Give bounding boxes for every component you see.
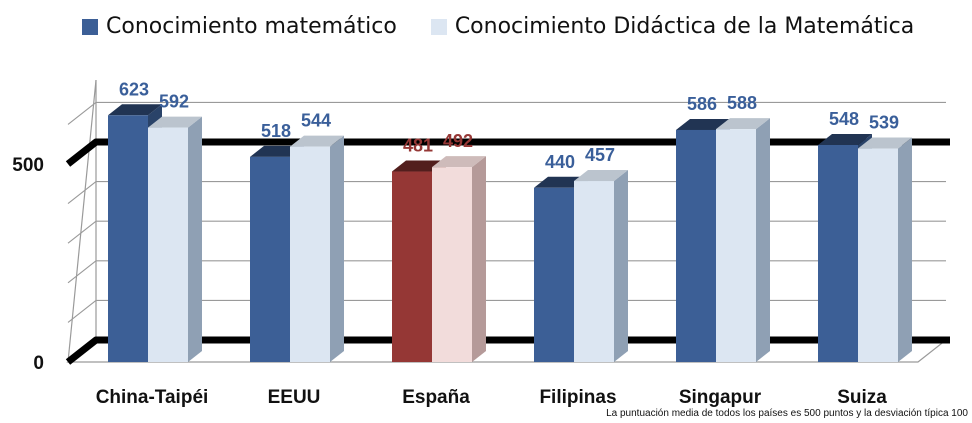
x-tick-label: España bbox=[402, 387, 470, 408]
legend-swatch-series-1 bbox=[82, 18, 98, 35]
bar bbox=[148, 127, 188, 363]
data-label: 548 bbox=[829, 109, 859, 129]
axis-reference-line bbox=[65, 336, 950, 365]
bar bbox=[574, 181, 614, 362]
data-label: 588 bbox=[727, 93, 757, 113]
bar-top bbox=[290, 135, 344, 147]
bar-side bbox=[472, 156, 486, 362]
bar bbox=[716, 129, 756, 362]
bar bbox=[858, 148, 898, 362]
y-tick-label: 0 bbox=[33, 353, 44, 374]
legend-item-series-1: Conocimiento matemático bbox=[82, 14, 397, 39]
chart-legend: Conocimiento matemático Conocimiento Did… bbox=[82, 14, 948, 39]
bar bbox=[534, 187, 574, 362]
bar bbox=[290, 146, 330, 362]
bar-top bbox=[432, 156, 486, 168]
legend-label-series-2: Conocimiento Didáctica de la Matemática bbox=[454, 14, 915, 39]
data-label: 586 bbox=[687, 94, 717, 114]
x-tick-label: China-Taipéi bbox=[96, 387, 209, 408]
data-label: 592 bbox=[159, 92, 189, 112]
bar-top bbox=[108, 104, 162, 116]
x-tick-label: Singapur bbox=[679, 387, 762, 408]
axis-reference-line bbox=[65, 138, 950, 167]
legend-label-series-1: Conocimiento matemático bbox=[106, 14, 397, 39]
bar bbox=[392, 171, 432, 362]
data-label: 623 bbox=[119, 79, 149, 99]
chart-footnote: La puntuación media de todos los países … bbox=[606, 408, 968, 419]
gridline bbox=[67, 299, 946, 323]
y-tick-label: 500 bbox=[12, 155, 44, 176]
data-label: 481 bbox=[403, 136, 433, 156]
bar-top bbox=[716, 118, 770, 130]
legend-item-series-2: Conocimiento Didáctica de la Matemática bbox=[430, 14, 915, 39]
x-tick-label: EEUU bbox=[268, 387, 321, 408]
bar-top bbox=[676, 118, 730, 130]
data-label: 492 bbox=[443, 131, 473, 151]
bar-side bbox=[614, 170, 628, 362]
legend-swatch-series-2 bbox=[430, 18, 447, 35]
bar bbox=[250, 156, 290, 362]
data-label: 539 bbox=[869, 113, 899, 133]
bar-top bbox=[148, 116, 202, 128]
bar-side bbox=[330, 135, 344, 362]
x-tick-label: Suiza bbox=[837, 387, 887, 408]
gridline bbox=[67, 181, 946, 205]
data-label: 544 bbox=[301, 111, 331, 131]
bar-top bbox=[818, 133, 872, 145]
x-tick-label: Filipinas bbox=[539, 387, 616, 408]
chart-side-wall-edge bbox=[67, 79, 97, 363]
bar bbox=[432, 167, 472, 362]
bar-side bbox=[756, 118, 770, 362]
bar bbox=[676, 129, 716, 362]
bar-top bbox=[574, 170, 628, 182]
bar bbox=[108, 115, 148, 363]
gridline bbox=[67, 260, 946, 284]
bar-side bbox=[898, 137, 912, 362]
data-label: 457 bbox=[585, 145, 615, 165]
bar bbox=[818, 144, 858, 362]
gridline bbox=[67, 220, 946, 244]
bar-top bbox=[858, 137, 912, 149]
gridline bbox=[67, 101, 946, 125]
bar-side bbox=[188, 116, 202, 363]
data-label: 518 bbox=[261, 121, 291, 141]
data-label: 440 bbox=[545, 152, 575, 172]
